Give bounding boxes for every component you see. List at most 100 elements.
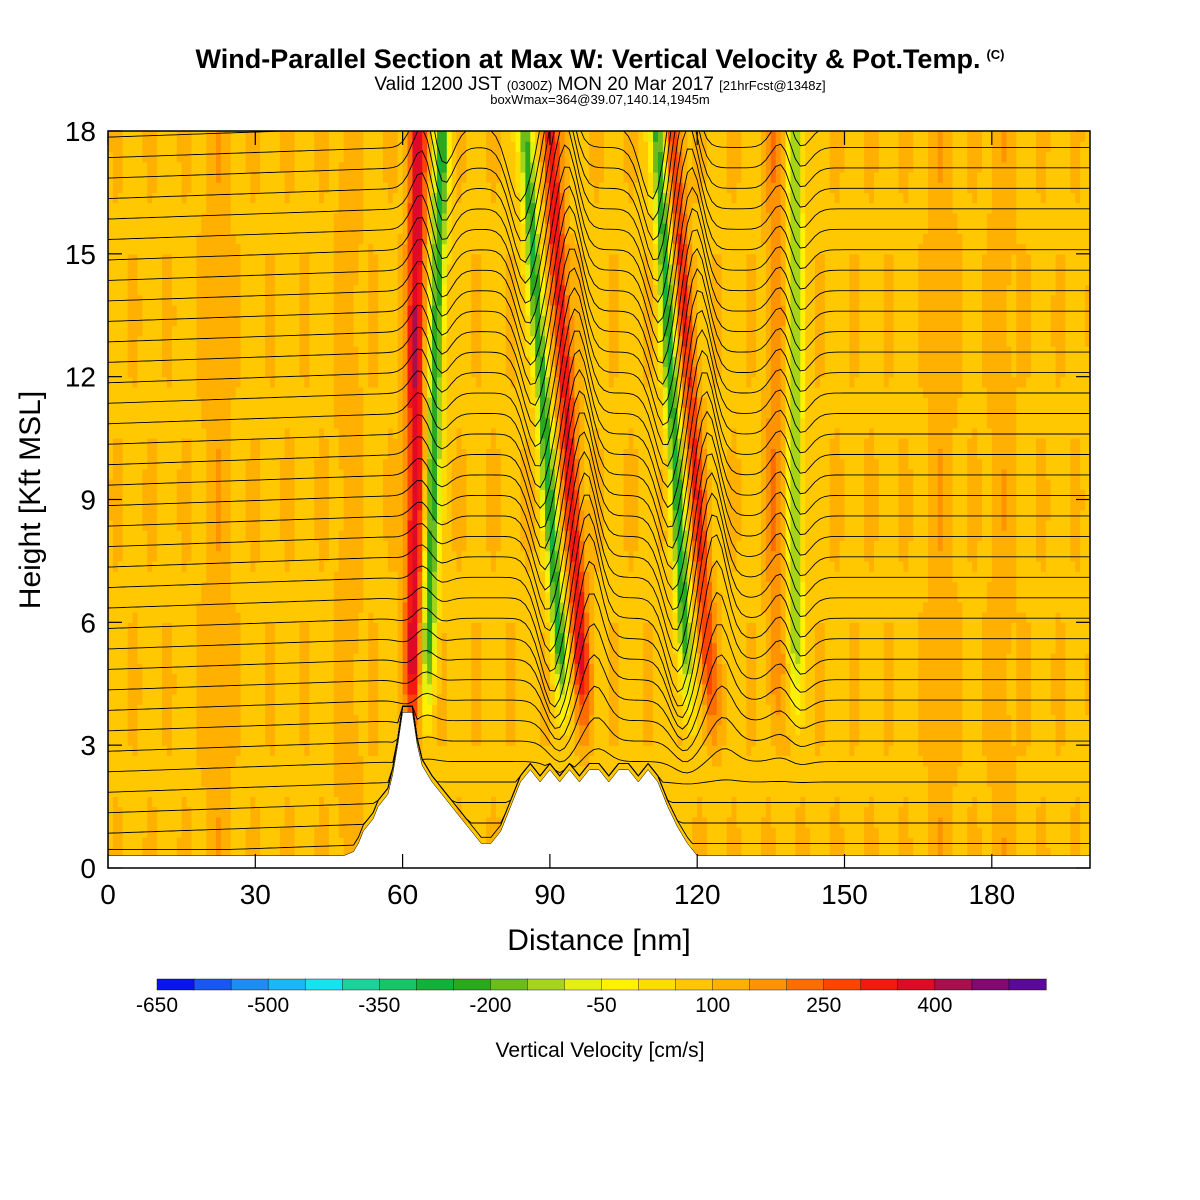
field-cell — [667, 192, 674, 204]
field-cell — [412, 243, 423, 255]
field-cell — [883, 315, 895, 327]
field-cell — [726, 837, 742, 849]
field-cell — [859, 704, 885, 716]
field-cell — [490, 796, 497, 808]
field-cell — [682, 294, 688, 306]
field-cell — [731, 427, 738, 439]
field-cell — [780, 345, 787, 357]
field-cell — [1045, 519, 1071, 531]
field-cell — [108, 530, 114, 542]
field-cell — [1045, 182, 1071, 194]
field-cell — [559, 386, 571, 398]
field-cell — [643, 653, 654, 664]
field-cell — [991, 837, 1003, 849]
field-cell — [382, 530, 404, 542]
field-cell — [544, 489, 556, 501]
field-cell — [908, 192, 929, 204]
field-cell — [486, 489, 502, 501]
field-cell — [682, 212, 688, 224]
field-cell — [265, 253, 276, 265]
field-cell — [402, 683, 409, 695]
field-cell — [859, 642, 885, 654]
field-cell — [697, 714, 703, 726]
field-cell — [422, 530, 428, 542]
field-cell — [363, 601, 399, 613]
field-cell — [574, 612, 585, 623]
field-cell — [839, 540, 865, 552]
field-cell — [687, 499, 693, 511]
field-cell — [535, 335, 541, 347]
field-cell — [952, 560, 973, 572]
field-cell — [864, 182, 875, 194]
field-cell — [589, 693, 595, 705]
field-cell — [834, 192, 841, 204]
field-cell — [633, 438, 664, 449]
field-cell — [530, 325, 536, 337]
field-cell — [1031, 704, 1052, 716]
field-cell — [260, 161, 281, 173]
field-cell — [981, 683, 1008, 695]
field-cell — [795, 816, 806, 828]
field-cell — [991, 550, 1017, 562]
field-cell — [800, 612, 806, 623]
field-cell — [859, 632, 885, 644]
field-cell — [800, 192, 806, 204]
field-cell — [702, 724, 708, 736]
field-cell — [230, 212, 335, 224]
field-cell — [805, 816, 831, 828]
field-cell — [417, 653, 423, 664]
field-cell — [525, 335, 531, 347]
field-cell — [780, 386, 787, 398]
field-cell — [333, 305, 355, 316]
field-cell — [206, 468, 217, 480]
field-cell — [328, 806, 340, 818]
field-cell — [957, 765, 988, 777]
field-cell — [196, 745, 242, 757]
field-cell — [618, 325, 644, 337]
field-cell — [569, 345, 576, 357]
field-cell — [790, 448, 801, 460]
field-cell — [707, 397, 762, 408]
field-cell — [564, 284, 571, 296]
field-cell — [1011, 366, 1017, 378]
field-cell — [1065, 325, 1086, 337]
theta-contour — [108, 131, 1090, 223]
field-cell — [937, 530, 944, 542]
field-cell — [1006, 151, 1017, 163]
field-cell — [657, 284, 664, 296]
field-cell — [569, 305, 585, 316]
field-cell — [216, 171, 222, 183]
field-cell — [520, 540, 536, 552]
field-cell — [618, 683, 644, 695]
field-cell — [549, 417, 556, 429]
field-cell — [721, 714, 728, 726]
field-cell — [687, 141, 693, 153]
field-cell — [883, 622, 895, 634]
field-cell — [284, 550, 296, 562]
field-cell — [397, 233, 409, 245]
field-cell — [942, 519, 954, 531]
field-cell — [790, 417, 801, 429]
field-cell — [977, 550, 993, 562]
field-cell — [800, 335, 806, 347]
field-cell — [918, 653, 963, 664]
field-cell — [991, 182, 1017, 194]
field-cell — [716, 653, 723, 664]
field-cell — [407, 642, 418, 654]
field-cell — [672, 612, 679, 623]
field-cell — [427, 161, 433, 173]
field-cell — [422, 612, 428, 623]
field-cell — [554, 499, 561, 511]
field-cell — [1080, 468, 1090, 480]
field-cell — [549, 714, 556, 726]
field-cell — [623, 499, 639, 511]
field-cell — [687, 161, 693, 173]
field-cell — [623, 519, 639, 531]
field-cell — [1035, 499, 1052, 511]
field-cell — [579, 243, 654, 255]
field-cell — [584, 438, 595, 449]
field-cell — [805, 653, 816, 664]
field-cell — [883, 305, 895, 316]
field-cell — [363, 560, 389, 572]
field-cell — [785, 171, 792, 183]
